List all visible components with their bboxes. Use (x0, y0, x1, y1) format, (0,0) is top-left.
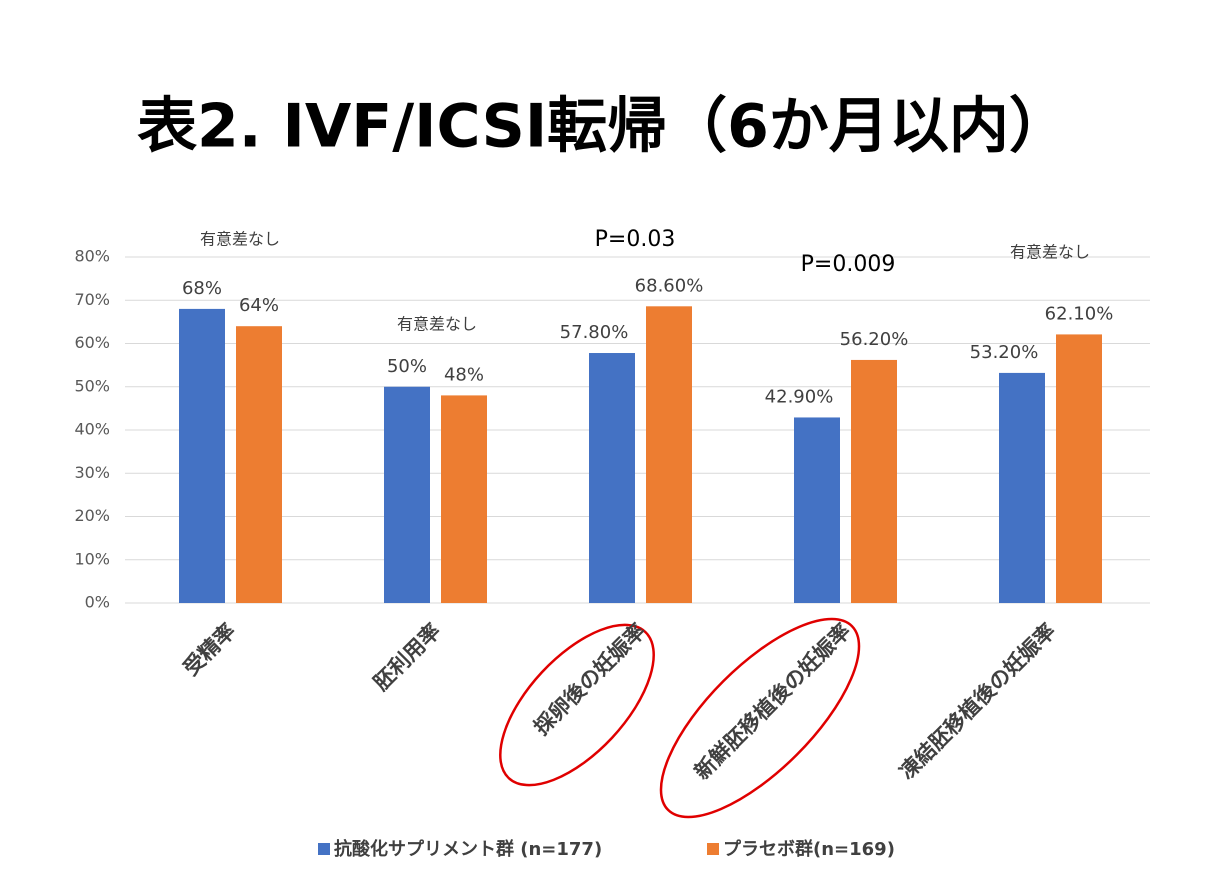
annotation: 有意差なし (1010, 243, 1090, 262)
bar (179, 308, 225, 603)
x-tick-label: 凍結胚移植後の妊娠率 (895, 619, 1060, 784)
y-tick-label: 10% (74, 549, 110, 568)
legend-swatch (318, 843, 330, 855)
value-label: 53.20% (970, 342, 1039, 363)
y-tick-label: 0% (85, 593, 110, 612)
bar (794, 417, 840, 603)
y-tick-label: 20% (74, 506, 110, 525)
x-tick-label: 採卵後の妊娠率 (529, 619, 650, 740)
chart-title: 表2. IVF/ICSI転帰（6か月以内） (137, 92, 1069, 162)
y-tick-label: 40% (74, 420, 110, 439)
value-label: 56.20% (840, 329, 909, 350)
bar (236, 326, 282, 603)
y-tick-label: 80% (74, 247, 110, 266)
x-tick-label: 受精率 (179, 619, 241, 681)
x-tick-label: 胚利用率 (369, 619, 445, 695)
legend-label: 抗酸化サプリメント群 (n=177) (334, 838, 602, 860)
value-label: 48% (444, 364, 484, 385)
value-label: 50% (387, 356, 427, 377)
annotation: P=0.009 (801, 252, 896, 277)
annotation: 有意差なし (397, 315, 477, 334)
legend-label: プラセボ群(n=169) (723, 838, 895, 860)
value-label: 64% (239, 295, 279, 316)
value-label: 57.80% (560, 322, 629, 343)
y-tick-label: 70% (74, 290, 110, 309)
bar (1056, 334, 1102, 603)
y-tick-label: 30% (74, 463, 110, 482)
highlight-ellipse (659, 617, 861, 819)
annotation: P=0.03 (595, 227, 676, 252)
highlight-ellipse (499, 623, 655, 787)
value-label: 62.10% (1045, 303, 1114, 324)
y-tick-label: 50% (74, 376, 110, 395)
annotation: 有意差なし (200, 230, 280, 249)
legend-swatch (707, 843, 719, 855)
y-tick-label: 60% (74, 333, 110, 352)
bar (851, 359, 897, 603)
x-tick-label: 新鮮胚移植後の妊娠率 (690, 619, 855, 784)
bar (589, 353, 635, 603)
value-label: 68.60% (635, 275, 704, 296)
bar (384, 386, 430, 603)
bar (999, 372, 1045, 603)
bar (441, 395, 487, 603)
bar (646, 306, 692, 603)
value-label: 42.90% (765, 386, 834, 407)
value-label: 68% (182, 278, 222, 299)
